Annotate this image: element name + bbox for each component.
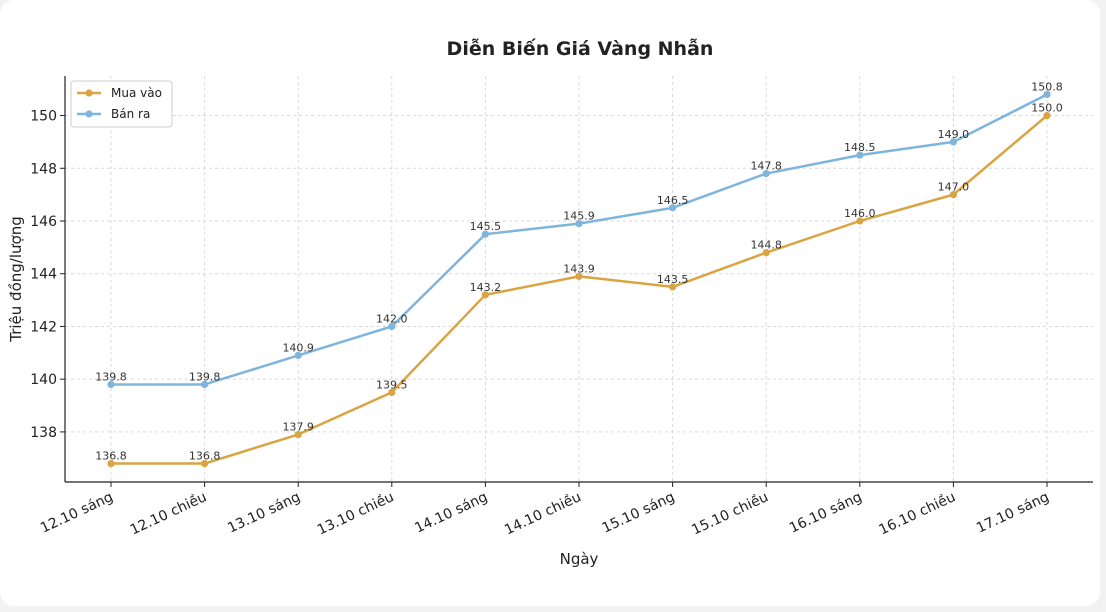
y-tick-label: 142 [30, 319, 57, 335]
legend-entry: Bán ra [111, 107, 150, 121]
data-label: 148.5 [844, 141, 876, 154]
data-label: 146.5 [657, 194, 689, 207]
data-label: 143.5 [657, 273, 689, 286]
data-point [949, 138, 958, 146]
data-label: 136.8 [95, 450, 127, 463]
legend-swatch-marker [85, 110, 93, 118]
data-point [481, 291, 489, 299]
data-point [575, 272, 583, 280]
data-label: 150.8 [1031, 80, 1063, 93]
data-point [201, 380, 209, 389]
data-point [107, 380, 115, 389]
x-tick-label: 15.10 sáng [600, 489, 678, 537]
y-tick-label: 140 [30, 372, 57, 388]
data-point [949, 191, 958, 199]
data-label: 136.8 [189, 450, 221, 463]
data-point [1043, 90, 1051, 99]
data-label: 139.8 [189, 370, 221, 383]
data-point [388, 322, 396, 331]
data-point [575, 220, 583, 228]
data-label: 139.5 [376, 378, 408, 391]
data-label: 147.0 [938, 181, 970, 194]
y-tick-label: 144 [30, 267, 57, 283]
data-point [1043, 111, 1051, 120]
data-label: 145.5 [470, 220, 502, 233]
data-point [762, 249, 770, 257]
y-tick-label: 146 [30, 214, 57, 230]
data-label: 149.0 [938, 128, 970, 141]
data-point [669, 204, 677, 212]
y-tick-label: 148 [30, 161, 57, 177]
x-tick-label: 16.10 chiều [876, 488, 958, 538]
x-axis-label: Ngày [560, 550, 599, 568]
data-point [669, 283, 677, 291]
data-point [294, 430, 302, 439]
data-point [107, 459, 115, 468]
data-label: 142.0 [376, 312, 408, 325]
legend-swatch-marker [85, 89, 93, 97]
data-label: 143.2 [470, 281, 502, 294]
x-tick-label: 13.10 sáng [225, 489, 303, 537]
series [107, 90, 1051, 468]
y-axis-label: Triệu đồng/lượng [7, 216, 25, 342]
x-tick-label: 13.10 chiều [315, 488, 397, 538]
data-label: 143.9 [563, 262, 595, 275]
data-label: 144.8 [750, 239, 782, 252]
data-point [856, 217, 864, 225]
tick-labels: 12.10 sáng 12.10 chiều 13.10 sáng 13.10 chi… [30, 109, 1051, 539]
x-tick-label: 12.10 sáng [38, 489, 116, 537]
legend-entry: Mua vào [111, 86, 162, 100]
legend: Mua vào Bán ra [70, 80, 173, 128]
data-label: 147.8 [750, 160, 782, 173]
data-label: 140.9 [282, 341, 314, 354]
data-point [481, 230, 489, 238]
data-label: 139.8 [95, 370, 127, 383]
data-label: 137.9 [282, 421, 314, 434]
data-point [762, 169, 770, 178]
x-tick-label: 12.10 chiều [127, 488, 209, 538]
axes [60, 76, 1093, 487]
y-tick-label: 138 [30, 425, 57, 441]
data-label: 146.0 [844, 207, 876, 220]
x-tick-label: 14.10 sáng [412, 489, 490, 537]
x-tick-label: 15.10 chiều [689, 488, 771, 538]
data-point [856, 151, 864, 159]
x-tick-label: 17.10 sáng [974, 489, 1052, 537]
y-tick-label: 150 [30, 109, 57, 125]
data-label: 145.9 [563, 210, 595, 223]
data-point [201, 459, 209, 468]
x-tick-label: 14.10 chiều [502, 488, 584, 538]
data-labels: 136.8 136.8 137.9 139.5 143.2 143.9 143.5 144.8… [95, 80, 1063, 462]
data-point [294, 351, 302, 360]
data-point [388, 388, 396, 396]
data-label: 150.0 [1031, 102, 1063, 115]
x-tick-label: 16.10 sáng [787, 489, 865, 537]
chart-title: Diễn Biến Giá Vàng Nhẫn [447, 36, 714, 60]
